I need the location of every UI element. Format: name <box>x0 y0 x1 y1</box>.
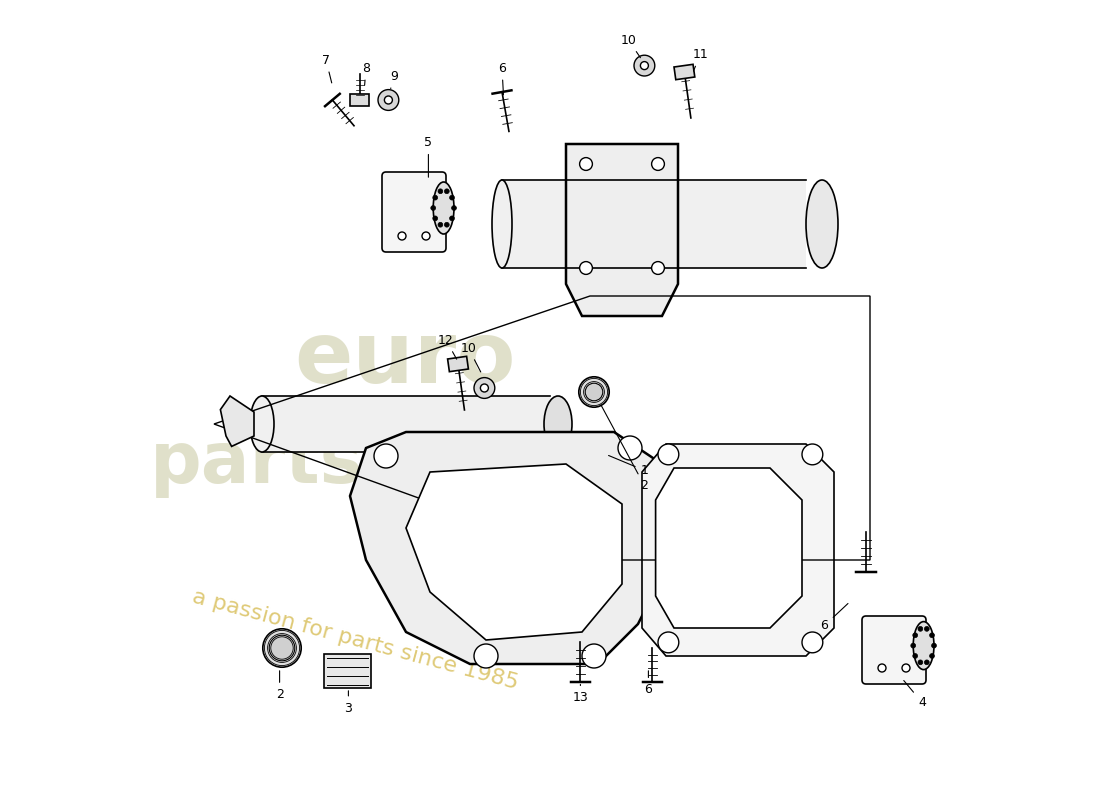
Text: a passion for parts since 1985: a passion for parts since 1985 <box>190 586 520 694</box>
Circle shape <box>658 444 679 465</box>
Text: 10: 10 <box>620 34 640 58</box>
Text: 7: 7 <box>322 54 332 83</box>
Circle shape <box>432 216 438 221</box>
Circle shape <box>913 633 917 638</box>
Text: 1: 1 <box>608 455 648 477</box>
Circle shape <box>378 90 399 110</box>
Text: 6: 6 <box>498 62 506 95</box>
Circle shape <box>580 158 593 170</box>
Circle shape <box>374 444 398 468</box>
Circle shape <box>580 262 593 274</box>
Ellipse shape <box>544 396 572 452</box>
Text: 12: 12 <box>438 334 456 359</box>
Ellipse shape <box>913 622 934 670</box>
Polygon shape <box>502 180 806 268</box>
Polygon shape <box>406 464 621 640</box>
Text: 13: 13 <box>572 684 588 704</box>
Circle shape <box>932 643 936 648</box>
Polygon shape <box>350 432 686 664</box>
Circle shape <box>878 664 886 672</box>
Text: 11: 11 <box>693 48 708 71</box>
Circle shape <box>438 222 443 227</box>
Text: euro: euro <box>294 318 516 402</box>
Polygon shape <box>220 396 254 446</box>
FancyBboxPatch shape <box>382 172 446 252</box>
Polygon shape <box>642 444 834 656</box>
Circle shape <box>913 654 917 658</box>
Circle shape <box>422 232 430 240</box>
Circle shape <box>924 660 930 665</box>
Circle shape <box>450 195 454 200</box>
Circle shape <box>640 62 648 70</box>
Circle shape <box>651 158 664 170</box>
Circle shape <box>802 632 823 653</box>
Circle shape <box>651 262 664 274</box>
Circle shape <box>930 633 934 638</box>
Circle shape <box>474 378 495 398</box>
FancyBboxPatch shape <box>324 654 371 688</box>
Circle shape <box>270 635 295 661</box>
Circle shape <box>444 189 449 194</box>
Polygon shape <box>656 468 802 628</box>
Circle shape <box>802 444 823 465</box>
Ellipse shape <box>433 182 454 234</box>
Polygon shape <box>262 396 550 452</box>
Polygon shape <box>566 144 678 316</box>
Circle shape <box>918 660 923 665</box>
Text: 6: 6 <box>645 670 652 696</box>
FancyBboxPatch shape <box>862 616 926 684</box>
Text: 2: 2 <box>601 405 648 492</box>
Circle shape <box>444 222 449 227</box>
Ellipse shape <box>806 180 838 268</box>
Circle shape <box>452 206 456 210</box>
Circle shape <box>384 96 393 104</box>
Circle shape <box>585 383 603 401</box>
Circle shape <box>474 644 498 668</box>
Circle shape <box>918 626 923 631</box>
Circle shape <box>438 189 443 194</box>
Circle shape <box>634 55 654 76</box>
Circle shape <box>432 195 438 200</box>
Circle shape <box>930 654 934 658</box>
Text: 8: 8 <box>362 62 370 86</box>
Circle shape <box>902 664 910 672</box>
Polygon shape <box>448 356 469 372</box>
Text: 6: 6 <box>821 603 848 632</box>
Circle shape <box>431 206 436 210</box>
Circle shape <box>618 436 642 460</box>
Ellipse shape <box>492 180 512 268</box>
Circle shape <box>398 232 406 240</box>
Text: 10: 10 <box>461 342 481 372</box>
Text: 3: 3 <box>344 690 352 714</box>
Text: 4: 4 <box>904 681 926 709</box>
Circle shape <box>481 384 488 392</box>
Circle shape <box>582 644 606 668</box>
Circle shape <box>450 216 454 221</box>
Text: parts: parts <box>150 430 364 498</box>
Text: 5: 5 <box>425 136 432 178</box>
Circle shape <box>263 629 301 667</box>
Polygon shape <box>350 94 370 106</box>
Text: 9: 9 <box>390 70 398 89</box>
Circle shape <box>911 643 915 648</box>
Text: 2: 2 <box>276 670 284 701</box>
Circle shape <box>658 632 679 653</box>
Polygon shape <box>674 64 695 80</box>
Ellipse shape <box>250 396 274 452</box>
Circle shape <box>924 626 930 631</box>
Circle shape <box>579 377 609 407</box>
